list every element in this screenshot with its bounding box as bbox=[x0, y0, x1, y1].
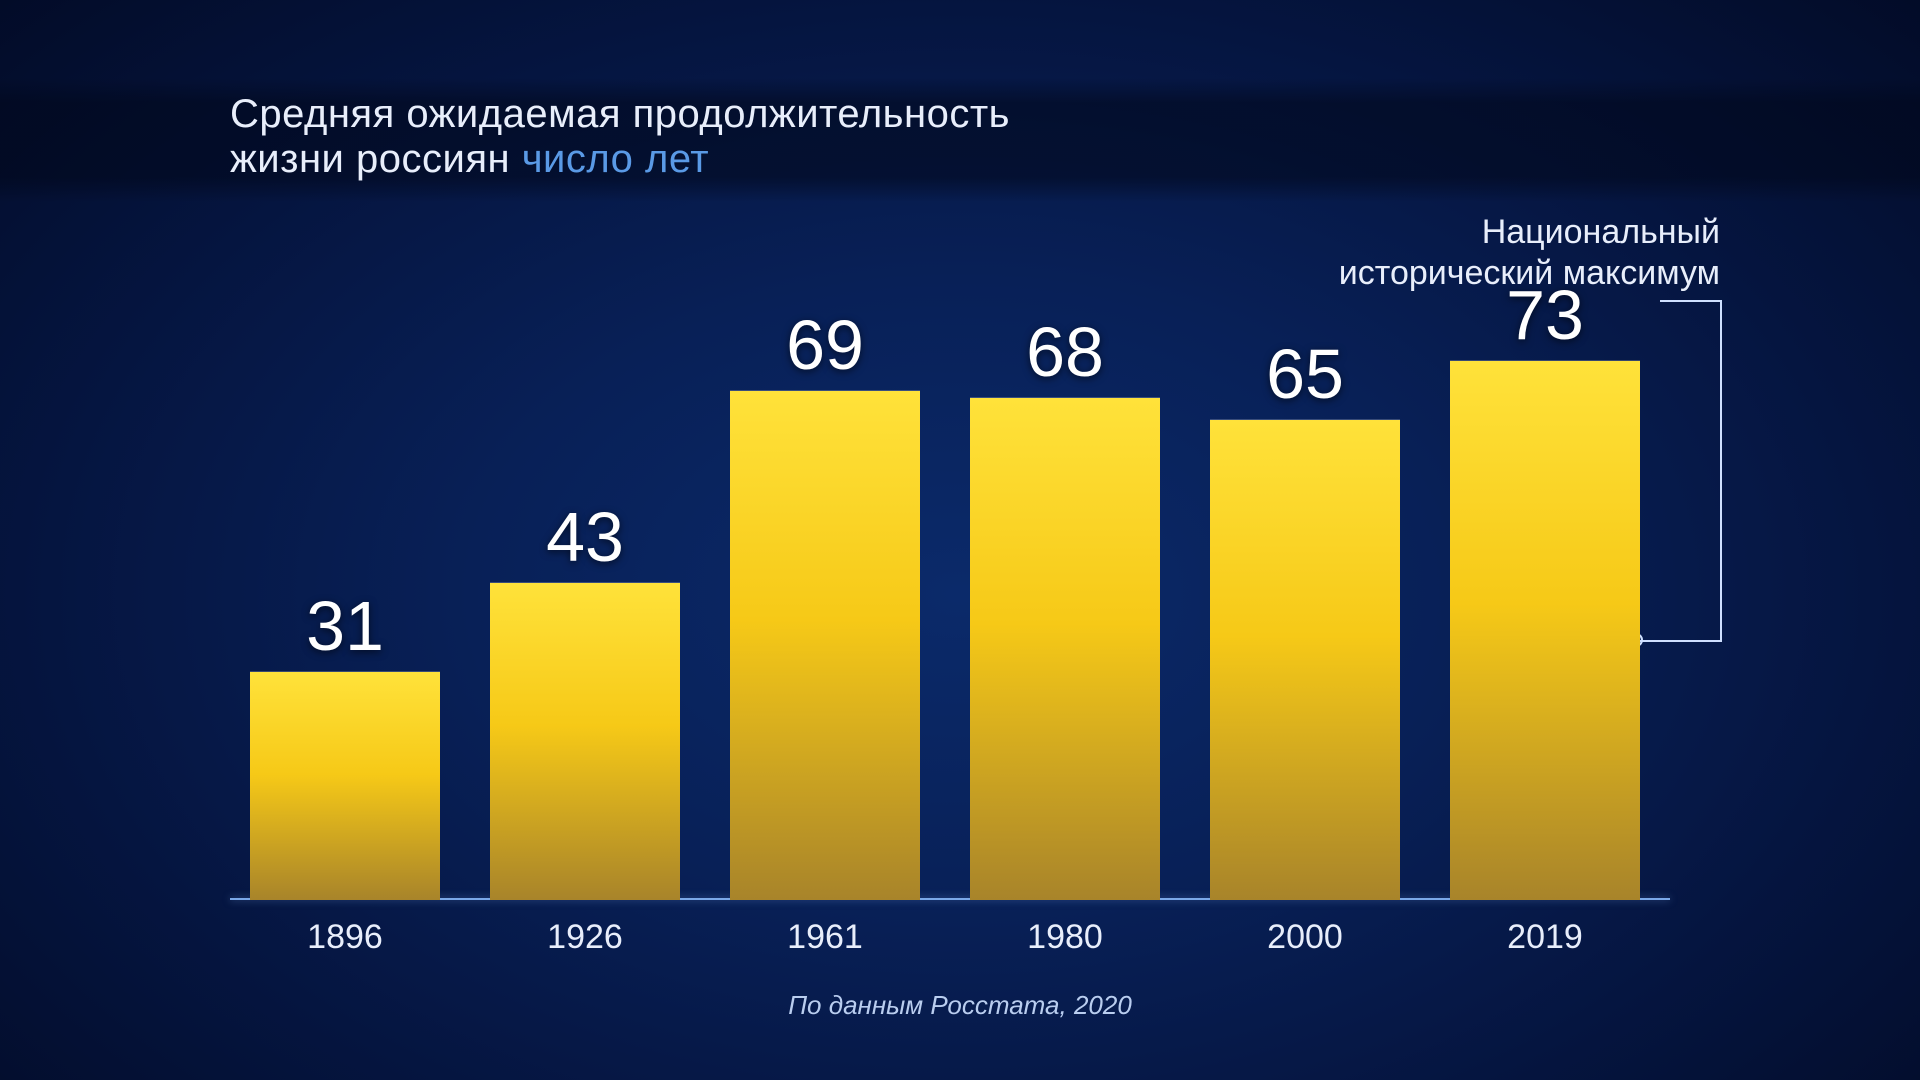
bar-fill bbox=[1210, 420, 1400, 900]
title-band: Средняя ожидаемая продолжительность жизн… bbox=[0, 78, 1920, 202]
annotation-line-1: Национальный bbox=[1339, 212, 1720, 253]
bar-x-label: 2000 bbox=[1210, 918, 1400, 957]
bar-fill bbox=[250, 672, 440, 900]
bar-value-label: 43 bbox=[490, 497, 680, 577]
bar: 681980 bbox=[970, 397, 1160, 900]
bar: 732019 bbox=[1450, 360, 1640, 900]
bar-value-label: 68 bbox=[970, 312, 1160, 392]
bar: 431926 bbox=[490, 582, 680, 900]
bar-x-label: 1980 bbox=[970, 918, 1160, 957]
bar-fill bbox=[1450, 361, 1640, 900]
bar-value-label: 73 bbox=[1450, 275, 1640, 355]
bar-x-label: 1961 bbox=[730, 918, 920, 957]
bar: 691961 bbox=[730, 390, 920, 900]
life-expectancy-chart: 311896 431926 691961 681980 652000 732019 bbox=[250, 360, 1650, 900]
bar: 311896 bbox=[250, 671, 440, 900]
title-line-2: жизни россиян число лет bbox=[230, 137, 1920, 182]
bar-x-label: 1926 bbox=[490, 918, 680, 957]
bar-value-label: 65 bbox=[1210, 334, 1400, 414]
bar-x-label: 2019 bbox=[1450, 918, 1640, 957]
callout-vertical bbox=[1720, 300, 1722, 640]
bar-value-label: 31 bbox=[250, 586, 440, 666]
title-line-2-prefix: жизни россиян bbox=[230, 137, 522, 181]
bar-value-label: 69 bbox=[730, 305, 920, 385]
bar: 652000 bbox=[1210, 419, 1400, 900]
bar-fill bbox=[970, 398, 1160, 900]
bar-x-label: 1896 bbox=[250, 918, 440, 957]
callout-top-tail bbox=[1660, 300, 1720, 302]
source-caption: По данным Росстата, 2020 bbox=[0, 990, 1920, 1021]
bar-fill bbox=[490, 583, 680, 900]
title-line-1: Средняя ожидаемая продолжительность bbox=[230, 92, 1920, 137]
title-unit: число лет bbox=[522, 137, 709, 181]
bar-fill bbox=[730, 391, 920, 900]
